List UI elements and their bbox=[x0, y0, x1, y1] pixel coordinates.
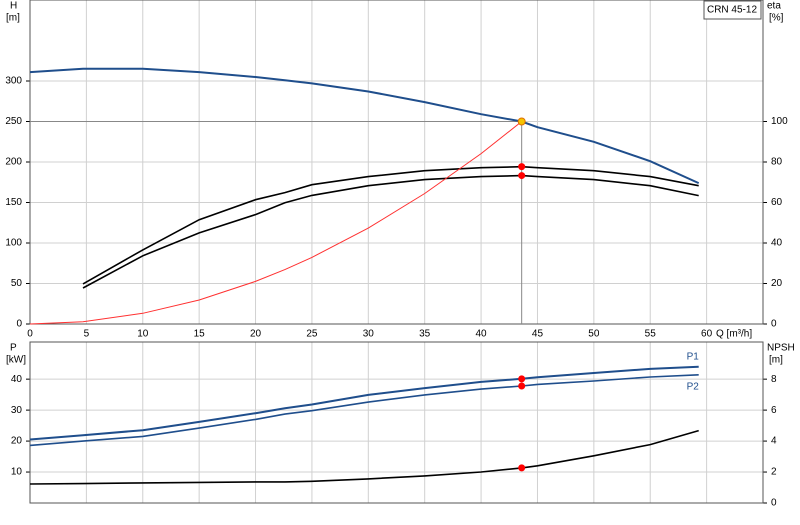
y-tick-label: 300 bbox=[5, 76, 22, 87]
x-tick-label: 45 bbox=[532, 329, 544, 340]
x-axis-label: Q [m³/h] bbox=[716, 329, 752, 340]
series-line bbox=[29, 67, 700, 185]
y2-tick-label: 40 bbox=[771, 238, 783, 249]
y2-axis-label: eta bbox=[767, 1, 781, 12]
x-tick-label: 60 bbox=[701, 329, 713, 340]
x-tick-label: 15 bbox=[194, 329, 206, 340]
operating-point bbox=[518, 172, 526, 180]
x-tick-label: 20 bbox=[250, 329, 262, 340]
series-line bbox=[29, 374, 699, 447]
x-tick-label: 30 bbox=[363, 329, 375, 340]
plot-frame bbox=[29, 341, 764, 504]
y-tick-label: 30 bbox=[11, 405, 23, 416]
y2-tick-label: 8 bbox=[771, 374, 777, 385]
y-tick-label: 100 bbox=[5, 238, 22, 249]
series-line bbox=[29, 365, 699, 441]
y-tick-label: 150 bbox=[5, 197, 22, 208]
x-tick-label: 50 bbox=[588, 329, 600, 340]
y-tick-label: 200 bbox=[5, 157, 22, 168]
y-tick-label: 0 bbox=[16, 319, 22, 330]
y-axis-label: P bbox=[10, 343, 17, 354]
y2-tick-label: 60 bbox=[771, 197, 783, 208]
y-tick-label: 250 bbox=[5, 116, 22, 127]
y2-axis-unit: [%] bbox=[769, 13, 784, 24]
operating-point bbox=[518, 464, 526, 472]
y-axis-label: H bbox=[10, 1, 17, 12]
operating-point bbox=[518, 382, 526, 390]
x-tick-label: 25 bbox=[306, 329, 318, 340]
y2-tick-label: 2 bbox=[771, 467, 777, 478]
y2-tick-label: 6 bbox=[771, 405, 777, 416]
plot-frame bbox=[29, 0, 764, 325]
x-tick-label: 5 bbox=[84, 329, 90, 340]
y-tick-label: 50 bbox=[11, 278, 23, 289]
series-label: P2 bbox=[687, 381, 700, 392]
y2-tick-label: 20 bbox=[771, 278, 783, 289]
title-box bbox=[703, 0, 762, 20]
y2-tick-label: 80 bbox=[771, 157, 783, 168]
operating-point bbox=[518, 163, 526, 171]
y-tick-label: 40 bbox=[11, 374, 23, 385]
series-label: P1 bbox=[687, 351, 700, 362]
y-tick-label: 10 bbox=[11, 467, 23, 478]
series-line bbox=[82, 165, 699, 285]
y2-tick-label: 0 bbox=[771, 498, 777, 509]
y-tick-label: 20 bbox=[11, 436, 23, 447]
y2-tick-label: 4 bbox=[771, 436, 777, 447]
plot-area bbox=[29, 341, 764, 504]
series-line bbox=[29, 121, 523, 325]
y-axis-unit: [m] bbox=[6, 13, 20, 24]
series-line bbox=[82, 174, 699, 289]
y2-axis-label: NPSH bbox=[767, 343, 795, 354]
operating-point bbox=[517, 117, 526, 126]
x-tick-label: 40 bbox=[476, 329, 488, 340]
y2-tick-label: 0 bbox=[771, 319, 777, 330]
chart-title: CRN 45-12 bbox=[707, 5, 757, 16]
x-tick-label: 0 bbox=[27, 329, 33, 340]
y2-axis-unit: [m] bbox=[769, 355, 783, 366]
x-tick-label: 10 bbox=[137, 329, 149, 340]
series-line bbox=[29, 429, 699, 485]
x-tick-label: 35 bbox=[419, 329, 431, 340]
x-tick-label: 55 bbox=[645, 329, 657, 340]
y-axis-unit: [kW] bbox=[6, 355, 26, 366]
operating-point bbox=[518, 375, 526, 383]
y2-tick-label: 100 bbox=[771, 116, 788, 127]
